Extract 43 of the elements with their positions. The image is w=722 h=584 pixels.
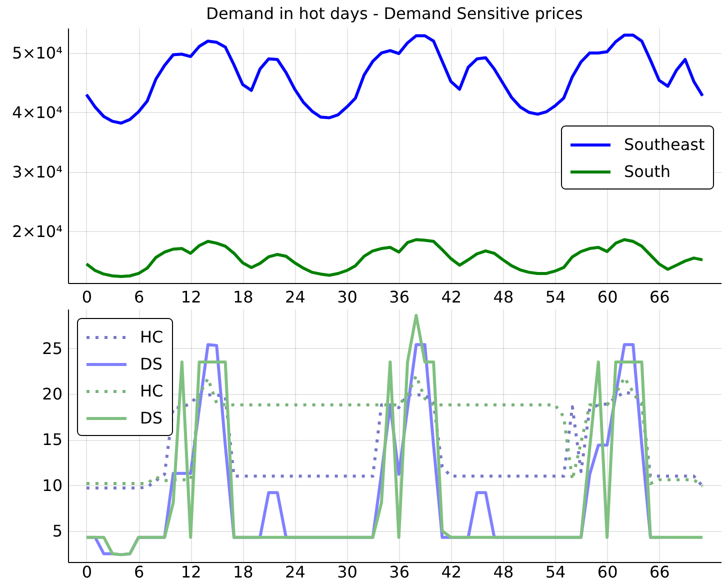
- x-tick-label: 42: [441, 288, 462, 306]
- y-tick-label: 15: [42, 430, 62, 450]
- legend-label: Southeast: [624, 135, 705, 154]
- x-tick-label: 24: [285, 288, 306, 306]
- x-tick-label: 36: [389, 288, 410, 306]
- y-tick-label: 5: [52, 521, 62, 540]
- legend-label: HC: [140, 382, 164, 400]
- x-tick-label: 24: [285, 562, 306, 582]
- x-tick-label: 48: [493, 288, 514, 306]
- x-tick-label: 18: [232, 288, 254, 306]
- x-tick-label: 30: [337, 288, 358, 306]
- chart-title: Demand in hot days - Demand Sensitive prices: [206, 4, 583, 23]
- x-tick-label: 0: [82, 562, 92, 582]
- x-tick-label: 0: [82, 288, 92, 306]
- x-tick-label: 66: [649, 562, 670, 582]
- legend-label: HC: [140, 328, 164, 346]
- y-tick-label: 20: [42, 384, 62, 404]
- x-tick-label: 12: [180, 288, 202, 306]
- x-tick-label: 18: [232, 562, 254, 582]
- x-tick-label: 36: [389, 562, 410, 582]
- line-series: [84, 34, 704, 125]
- x-tick-label: 60: [597, 562, 618, 582]
- legend-label: South: [624, 162, 670, 181]
- x-tick-label: 54: [545, 562, 566, 582]
- y-tick-label: 10: [42, 476, 62, 495]
- y-tick-label: 3×10⁴: [12, 162, 62, 182]
- line-series: [84, 314, 704, 556]
- x-tick-label: 12: [180, 562, 202, 582]
- x-tick-label: 54: [545, 288, 566, 306]
- y-tick-label: 25: [42, 338, 62, 358]
- legend-label: DS: [140, 408, 162, 428]
- x-tick-label: 42: [441, 562, 462, 582]
- x-tick-label: 30: [337, 562, 358, 582]
- x-tick-label: 6: [134, 288, 144, 306]
- x-tick-label: 6: [134, 562, 144, 582]
- x-tick-label: 48: [493, 562, 514, 582]
- y-tick-label: 4×10⁴: [12, 102, 62, 122]
- y-tick-label: 5×10⁴: [12, 43, 62, 62]
- line-series: [84, 238, 704, 278]
- x-tick-label: 66: [649, 288, 670, 306]
- legend-label: DS: [140, 354, 162, 374]
- x-tick-label: 60: [597, 288, 618, 306]
- y-tick-label: 2×10⁴: [12, 222, 62, 241]
